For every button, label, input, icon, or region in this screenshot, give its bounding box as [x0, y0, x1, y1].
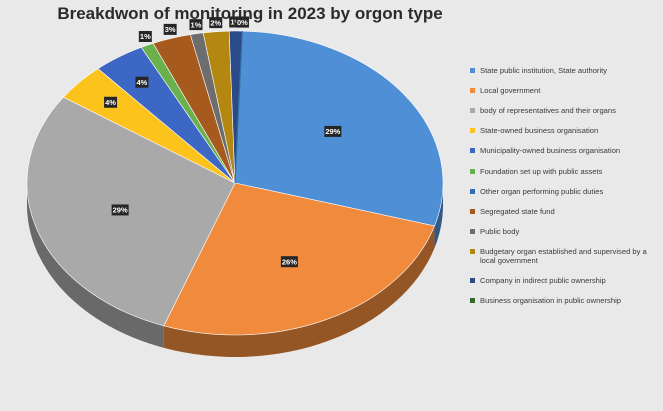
legend-label: Budgetary organ established and supervis… [480, 246, 647, 266]
legend-swatch [470, 228, 475, 234]
pie-slice-local-government [163, 182, 435, 336]
data-label-box [104, 96, 118, 108]
data-label-box [229, 16, 243, 28]
legend-label: Segregated state fund [480, 206, 555, 216]
data-label-box [135, 76, 149, 88]
data-label-box [209, 17, 223, 29]
legend-swatch [470, 298, 475, 304]
legend-label: Municipality-owned business organisation [480, 146, 621, 156]
legend-swatch [470, 208, 475, 214]
data-label: 1% [230, 18, 241, 27]
legend-swatch [470, 108, 475, 114]
pie-top [26, 30, 444, 336]
legend-label: State-owned business organisation [480, 126, 599, 136]
data-label: 1% [191, 20, 202, 29]
legend-swatch [470, 88, 475, 94]
legend-swatch [470, 248, 475, 254]
legend-label: State public institution, State authorit… [480, 66, 608, 75]
legend-label: Foundation set up with public assets [480, 166, 603, 176]
legend-item: Company in indirect public ownership [470, 276, 655, 285]
pie-slice-other-organ-performing-public-duties [234, 31, 243, 184]
legend-item: Segregated state fund [470, 207, 655, 216]
legend-swatch [470, 68, 475, 73]
legend-item: Business organisation in public ownershi… [470, 296, 655, 305]
data-label-box [280, 256, 298, 268]
legend-label: Business organisation in public ownershi… [480, 296, 621, 306]
data-label: 26% [282, 257, 297, 266]
legend-item: Public body [470, 227, 655, 236]
legend-label: Public body [480, 226, 520, 236]
legend-swatch [470, 278, 475, 284]
data-label: 2% [210, 18, 221, 27]
legend-swatch [470, 168, 475, 174]
legend-swatch [470, 128, 475, 134]
data-label-box [235, 16, 249, 28]
pie-labels: 29%26%29%4%4%1%3%1%2%1%0%0% [104, 16, 342, 268]
legend-label: body of representatives and their organs [480, 106, 616, 116]
chart-title: Breakdwon of monitoring in 2023 by orgon… [57, 4, 443, 23]
data-label-box [189, 19, 203, 31]
pie-side-local-government [163, 225, 435, 357]
data-label-box [324, 125, 342, 137]
pie-side-body-of-representatives-and-their-organs [27, 183, 164, 348]
legend-item: State-owned business organisation [470, 126, 655, 135]
legend-swatch [470, 188, 475, 194]
data-label: 1% [140, 32, 151, 41]
legend-label: Company in indirect public ownership [480, 276, 606, 286]
pie-depth [27, 183, 443, 357]
pie-side-state-public-institution-state-authority [434, 183, 443, 248]
data-label-box [111, 204, 129, 216]
legend-swatch [470, 148, 475, 154]
legend-item: Other organ performing public duties [470, 187, 655, 196]
legend-item: State public institution, State authorit… [470, 66, 655, 75]
legend-item: body of representatives and their organs [470, 106, 655, 115]
data-label: 4% [137, 78, 148, 87]
chart-legend: State public institution, State authorit… [470, 66, 655, 316]
data-label: 3% [165, 25, 176, 34]
data-label-box [138, 30, 152, 42]
legend-item: Budgetary organ established and supervis… [470, 247, 655, 265]
data-label: 0% [237, 18, 248, 27]
data-label: 29% [113, 206, 128, 215]
legend-label: Other organ performing public duties [480, 186, 604, 196]
legend-item: Foundation set up with public assets [470, 167, 655, 176]
data-label: 4% [105, 98, 116, 107]
data-label: 29% [325, 127, 340, 136]
data-label-box [163, 23, 177, 35]
legend-item: Municipality-owned business organisation [470, 146, 655, 155]
pie-chart: 29%26%29%4%4%1%3%1%2%1%0%0% [26, 16, 444, 357]
legend-label: Local government [480, 86, 541, 96]
legend-item: Local government [470, 86, 655, 95]
pie-slice-body-of-representatives-and-their-organs [26, 96, 236, 327]
